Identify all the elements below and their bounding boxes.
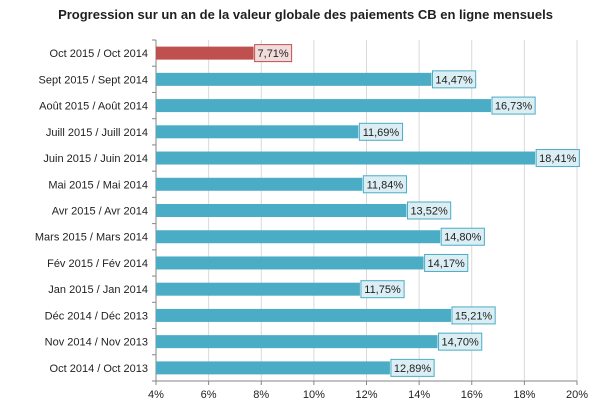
data-label: 11,75%: [364, 284, 401, 296]
category-label: Oct 2015 / Oct 2014: [50, 48, 148, 60]
category-label: Août 2015 / Août 2014: [39, 101, 148, 113]
x-tick-label: 14%: [408, 389, 430, 401]
bar: [156, 335, 438, 349]
bar: [156, 72, 432, 86]
bar: [156, 151, 536, 165]
bar: [156, 282, 360, 296]
data-label: 14,80%: [444, 232, 482, 244]
category-label: Nov 2014 / Nov 2013: [45, 337, 148, 349]
x-tick-label: 16%: [461, 389, 483, 401]
x-tick-label: 8%: [253, 389, 269, 401]
data-label-box: [535, 149, 580, 168]
data-label-box: [424, 253, 469, 272]
bar: [156, 204, 407, 217]
chart-title: Progression sur un an de la valeur globa…: [58, 7, 553, 22]
data-label-box: [406, 201, 452, 220]
category-label: Mars 2015 / Mars 2014: [35, 232, 148, 244]
category-label: Avr 2015 / Avr 2014: [52, 206, 148, 218]
data-label-box: [362, 175, 407, 194]
bar: [156, 308, 451, 322]
data-label: 11,69%: [363, 127, 400, 139]
data-label-box: [360, 280, 405, 299]
category-label: Déc 2014 / Déc 2013: [45, 310, 148, 322]
data-label-box: [438, 332, 483, 351]
data-label: 13,52%: [410, 206, 448, 218]
bar: [156, 256, 424, 270]
data-label-box: [431, 70, 477, 89]
x-tick-label: 12%: [355, 389, 377, 401]
data-label: 14,70%: [441, 337, 479, 349]
x-tick-label: 10%: [303, 389, 325, 401]
category-label: Fév 2015 / Fév 2014: [47, 258, 148, 270]
data-label: 7,71%: [258, 48, 289, 60]
bar: [156, 177, 363, 191]
category-label: Oct 2014 / Oct 2013: [50, 363, 148, 375]
data-label-box: [440, 227, 485, 246]
x-tick-label: 18%: [513, 389, 535, 401]
category-label: Jan 2015 / Jan 2014: [48, 284, 148, 296]
data-label-box: [451, 306, 496, 325]
data-label-box: [358, 122, 404, 141]
data-label: 14,47%: [435, 74, 473, 86]
data-label: 16,73%: [495, 101, 533, 113]
bar: [156, 361, 390, 375]
x-tick-label: 4%: [148, 389, 164, 401]
data-label-box: [254, 44, 293, 63]
x-tick-label: 20%: [566, 389, 588, 401]
data-label: 18,41%: [539, 153, 577, 165]
category-label: Sept 2015 / Sept 2014: [39, 74, 148, 86]
category-label: Juin 2015 / Juin 2014: [43, 153, 148, 165]
data-label-box: [390, 358, 435, 377]
data-label-box: [491, 96, 536, 115]
bar: [156, 230, 441, 244]
bar: [156, 46, 254, 60]
data-label: 11,84%: [367, 179, 404, 191]
category-label: Mai 2015 / Mai 2014: [48, 179, 148, 191]
bar: [156, 99, 491, 113]
data-label: 15,21%: [455, 310, 493, 322]
bar: [156, 125, 359, 139]
x-tick-label: 6%: [201, 389, 217, 401]
data-label: 14,17%: [428, 258, 466, 270]
category-label: Juill 2015 / Juill 2014: [46, 127, 148, 139]
data-label: 12,89%: [394, 363, 432, 375]
